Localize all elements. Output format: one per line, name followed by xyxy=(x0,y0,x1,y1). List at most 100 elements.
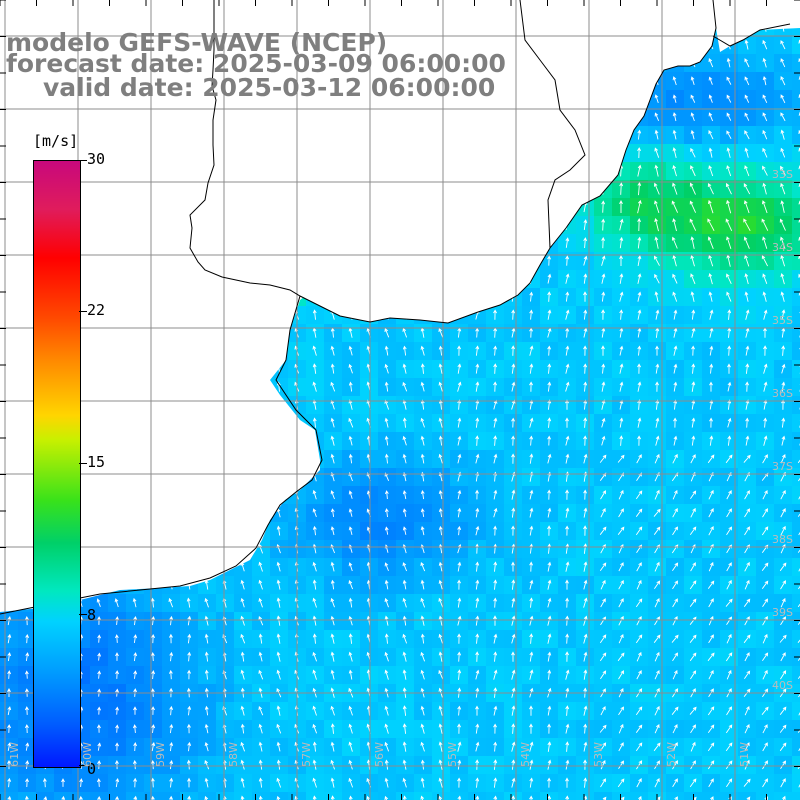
wind-arrow xyxy=(330,723,335,734)
wind-arrow xyxy=(547,561,552,572)
wind-arrow xyxy=(743,454,751,463)
wind-cell xyxy=(234,792,253,800)
wind-arrow xyxy=(727,435,732,446)
wind-arrow xyxy=(745,399,750,410)
wind-arrow xyxy=(384,526,389,535)
wind-arrow xyxy=(547,255,552,266)
wind-arrow xyxy=(547,345,552,356)
wind-arrow xyxy=(43,796,48,800)
wind-arrow xyxy=(744,112,750,121)
wind-arrow xyxy=(708,489,714,500)
wind-arrow xyxy=(763,345,767,356)
wind-arrow xyxy=(420,435,425,446)
wind-arrow xyxy=(493,363,498,374)
wind-arrow xyxy=(240,615,245,626)
wind-arrow xyxy=(600,670,607,680)
wind-arrow xyxy=(97,795,102,800)
wind-arrow xyxy=(583,579,588,590)
wind-arrow xyxy=(689,200,697,213)
wind-arrow xyxy=(529,345,534,356)
wind-arrow xyxy=(565,651,569,662)
wind-arrow xyxy=(133,652,138,662)
wind-arrow xyxy=(601,309,605,320)
wind-arrow xyxy=(674,796,678,800)
wind-arrow xyxy=(493,345,498,356)
wind-arrow xyxy=(25,633,30,644)
wind-arrow xyxy=(798,291,800,296)
wind-arrow xyxy=(691,345,696,356)
wind-arrow xyxy=(258,651,263,662)
wind-arrow xyxy=(475,777,480,788)
model-title: modelo GEFS-WAVE (NCEP) xyxy=(6,28,388,57)
wind-arrow xyxy=(709,381,713,392)
wind-arrow xyxy=(330,453,335,464)
wind-arrow xyxy=(79,778,84,787)
wind-arrow xyxy=(689,778,697,788)
wind-arrow xyxy=(565,669,570,680)
wind-arrow xyxy=(726,633,732,644)
wind-arrow xyxy=(133,795,138,800)
wind-arrow xyxy=(258,723,263,734)
wind-arrow xyxy=(187,741,192,752)
wind-arrow xyxy=(511,741,516,752)
wind-arrow xyxy=(707,760,715,770)
wind-arrow xyxy=(726,490,732,500)
wind-arrow xyxy=(779,742,787,752)
wind-arrow xyxy=(745,345,750,356)
wind-arrow xyxy=(457,525,462,536)
wind-arrow xyxy=(475,651,480,662)
wind-arrow xyxy=(565,795,570,800)
wind-arrow xyxy=(762,75,767,86)
wind-arrow xyxy=(637,255,642,266)
wind-arrow xyxy=(619,291,624,302)
wind-arrow xyxy=(96,778,101,787)
wind-arrow xyxy=(133,706,137,715)
wind-arrow xyxy=(689,706,697,715)
wind-arrow xyxy=(511,759,516,770)
wind-arrow xyxy=(709,345,714,356)
wind-arrow xyxy=(671,236,678,249)
wind-arrow xyxy=(151,741,156,752)
wind-arrow xyxy=(690,147,696,158)
wind-arrow xyxy=(348,741,353,752)
wind-cell xyxy=(792,108,800,127)
wind-arrow xyxy=(583,453,588,464)
wind-arrow xyxy=(637,363,641,374)
wind-arrow xyxy=(689,526,697,536)
wind-arrow xyxy=(133,634,138,643)
wind-arrow xyxy=(707,652,715,662)
wind-arrow xyxy=(7,633,12,644)
wind-arrow xyxy=(312,508,317,518)
wind-arrow xyxy=(7,742,12,751)
wind-arrow xyxy=(637,129,642,140)
wind-arrow xyxy=(600,598,606,608)
colorbar-label: 0 xyxy=(87,760,97,778)
wind-cell xyxy=(792,216,800,235)
wind-arrow xyxy=(402,453,407,464)
wind-arrow xyxy=(672,742,678,752)
wind-arrow xyxy=(420,417,425,428)
wind-arrow xyxy=(655,309,660,320)
wind-arrow xyxy=(565,291,570,302)
wind-arrow xyxy=(654,489,660,500)
wind-arrow xyxy=(511,435,516,446)
wind-arrow xyxy=(457,795,462,800)
longitude-label: 58W xyxy=(227,742,240,767)
wind-arrow xyxy=(276,633,281,644)
wind-arrow xyxy=(330,363,335,374)
wind-arrow xyxy=(779,724,787,733)
wind-arrow xyxy=(780,778,786,788)
wind-arrow xyxy=(330,777,335,788)
wind-arrow xyxy=(402,399,407,410)
wind-arrow xyxy=(583,309,588,320)
wind-arrow xyxy=(61,778,65,787)
wind-arrow xyxy=(726,76,732,85)
wind-arrow xyxy=(402,615,407,626)
wind-arrow xyxy=(384,795,389,800)
wind-arrow xyxy=(187,705,192,716)
wind-cell xyxy=(792,234,800,253)
wind-arrow xyxy=(600,742,607,752)
wind-arrow xyxy=(761,526,769,536)
wind-arrow xyxy=(635,526,643,536)
wind-arrow xyxy=(761,562,769,571)
